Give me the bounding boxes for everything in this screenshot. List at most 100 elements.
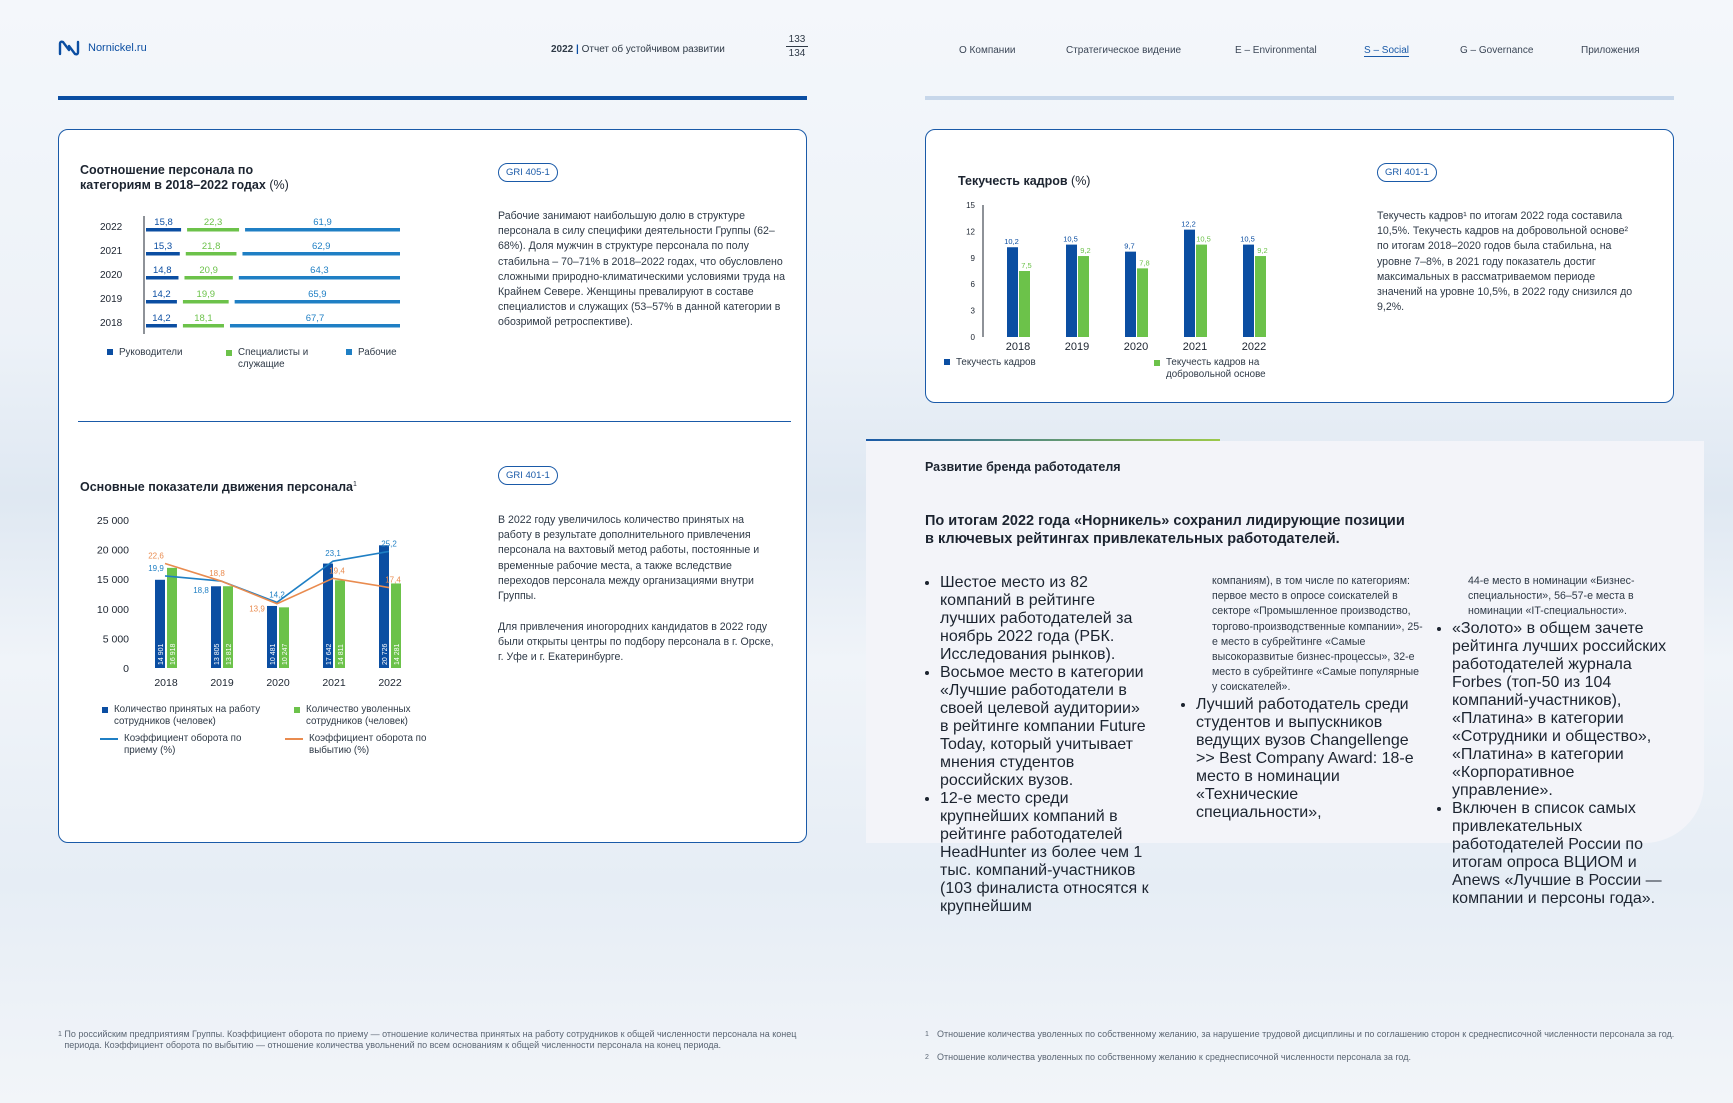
tick-label: 6 [971, 280, 976, 289]
legend-workers: Рабочие [346, 347, 397, 359]
data-label: 21,8 [202, 241, 221, 252]
legend-hired: Количество принятых на работу сотруднико… [102, 704, 282, 728]
tick-label: 9 [971, 254, 976, 263]
report-name: Отчет об устойчивом развитии [581, 44, 725, 55]
bar [1137, 268, 1148, 337]
data-label: 13 805 [214, 643, 221, 665]
data-label: 22,3 [204, 217, 223, 228]
data-label: 14,2 [152, 313, 171, 324]
legend-turnover: Текучесть кадров [944, 357, 1036, 369]
tick-label: 3 [971, 307, 976, 316]
bar [223, 586, 233, 668]
data-label: 10,2 [1004, 237, 1019, 246]
data-label: 25,2 [381, 539, 397, 548]
data-label: 20 726 [382, 643, 389, 665]
bar [238, 276, 400, 280]
data-label: 10,5 [1196, 235, 1211, 244]
bar [1196, 244, 1207, 337]
data-label: 14,8 [153, 265, 172, 276]
nav-environmental[interactable]: E – Environmental [1235, 45, 1317, 56]
legend-square [346, 349, 352, 356]
data-label: 7,5 [1021, 261, 1031, 270]
tick-label: 2020 [1124, 341, 1148, 353]
site-link[interactable]: Nornickel.ru [88, 42, 147, 54]
nav-social[interactable]: S – Social [1364, 45, 1410, 57]
legend-line [285, 738, 303, 740]
bar [146, 300, 177, 304]
page-total: 134 [788, 48, 806, 59]
legend-label: Коэффициент оборота по приему (%) [124, 733, 242, 756]
nav-strategy[interactable]: Стратегическое видение [1066, 45, 1182, 56]
bar [146, 228, 182, 232]
footnote-text: По российским предприятиям Группы. Коэфф… [64, 1029, 797, 1050]
bar [146, 252, 180, 256]
legend-label: Рабочие [358, 347, 397, 358]
header-rule-left [58, 96, 807, 100]
ratio-title-text: Соотношение персонала по категориям в 20… [80, 163, 266, 192]
bar [1007, 247, 1018, 337]
header-rule-right [925, 96, 1674, 100]
tick-label: 2019 [1065, 341, 1089, 353]
bar [211, 586, 221, 668]
tick-label: 2018 [1006, 341, 1030, 353]
tick-label: 2019 [100, 294, 123, 305]
legend-label: Текучесть кадров на добровольной основе [1166, 357, 1266, 380]
bar [146, 276, 179, 280]
turnover-title: Текучесть кадров (%) [958, 174, 1090, 189]
gri-badge-401-right: GRI 401-1 [1377, 163, 1437, 182]
data-label: 7,8 [1139, 258, 1149, 267]
tick-label: 15 [966, 201, 975, 210]
brand-col-3: 44-е место в номинации «Бизнес-специальн… [1452, 574, 1676, 908]
legend-line [100, 738, 118, 740]
legend-voluntary: Текучесть кадров на добровольной основе [1154, 357, 1296, 381]
movement-title-sup: 1 [353, 481, 357, 488]
legend-managers: Руководители [107, 347, 182, 359]
data-label: 10,5 [1063, 235, 1078, 244]
brand-section-title: Развитие бренда работодателя [925, 460, 1121, 474]
data-label: 18,8 [193, 586, 209, 595]
tick-label: 2022 [378, 677, 402, 689]
bar [1066, 244, 1077, 337]
movement-title: Основные показатели движения персонала1 [80, 477, 380, 495]
data-label: 18,8 [209, 569, 225, 578]
logo[interactable]: Nornickel.ru [58, 40, 147, 56]
legend-label: Специалисты и служащие [238, 347, 309, 370]
legend-hire-rate: Коэффициент оборота по приему (%) [100, 733, 280, 757]
data-label: 12,2 [1181, 220, 1196, 229]
tick-label: 2018 [100, 318, 123, 329]
tick-label: 2018 [154, 677, 178, 689]
data-label: 9,2 [1257, 246, 1267, 255]
turnover-legend: Текучесть кадров Текучесть кадров на доб… [944, 357, 1344, 387]
data-label: 67,7 [306, 313, 325, 324]
legend-dismissed: Количество уволенных сотрудников (челове… [294, 704, 444, 728]
legend-label: Количество уволенных сотрудников (челове… [306, 704, 411, 727]
report-year: 2022 [551, 44, 574, 55]
report-title: 2022 | Отчет об устойчивом развитии [551, 44, 725, 55]
footnote-text: Отношение количества уволенных по собств… [937, 1029, 1675, 1039]
data-label: 19,4 [329, 566, 345, 575]
bar [323, 563, 333, 668]
nav-governance[interactable]: G – Governance [1460, 45, 1534, 56]
legend-label: Коэффициент оборота по выбытию (%) [309, 733, 427, 756]
ratio-title-unit: (%) [269, 178, 289, 192]
bar [234, 300, 400, 304]
movement-text-2: Для привлечения иногородних кандидатов в… [498, 621, 774, 664]
brand-item: Шестое место из 82 компаний в рейтинге л… [940, 574, 1150, 664]
bar [1243, 244, 1254, 337]
bar [146, 324, 177, 328]
brand-item: 12-е место среди крупнейших компаний в р… [940, 790, 1150, 916]
data-label: 20,9 [199, 265, 218, 276]
tick-label: 12 [966, 227, 975, 236]
data-label: 14 901 [158, 643, 165, 665]
data-label: 10 247 [282, 643, 289, 665]
data-label: 16 918 [170, 643, 177, 665]
tick-label: 20 000 [97, 545, 129, 557]
nav-about[interactable]: О Компании [959, 45, 1016, 56]
ratio-text: Рабочие занимают наибольшую долю в струк… [498, 210, 786, 329]
brand-col-1: Шестое место из 82 компаний в рейтинге л… [940, 574, 1150, 916]
data-label: 15,8 [154, 217, 173, 228]
nav-appendices[interactable]: Приложения [1581, 45, 1640, 56]
series-line [164, 562, 390, 605]
footnote-right-2: 2 Отношение количества уволенных по собс… [925, 1052, 1675, 1063]
brand-item: Лучший работодатель среди студентов и вы… [1196, 696, 1424, 822]
